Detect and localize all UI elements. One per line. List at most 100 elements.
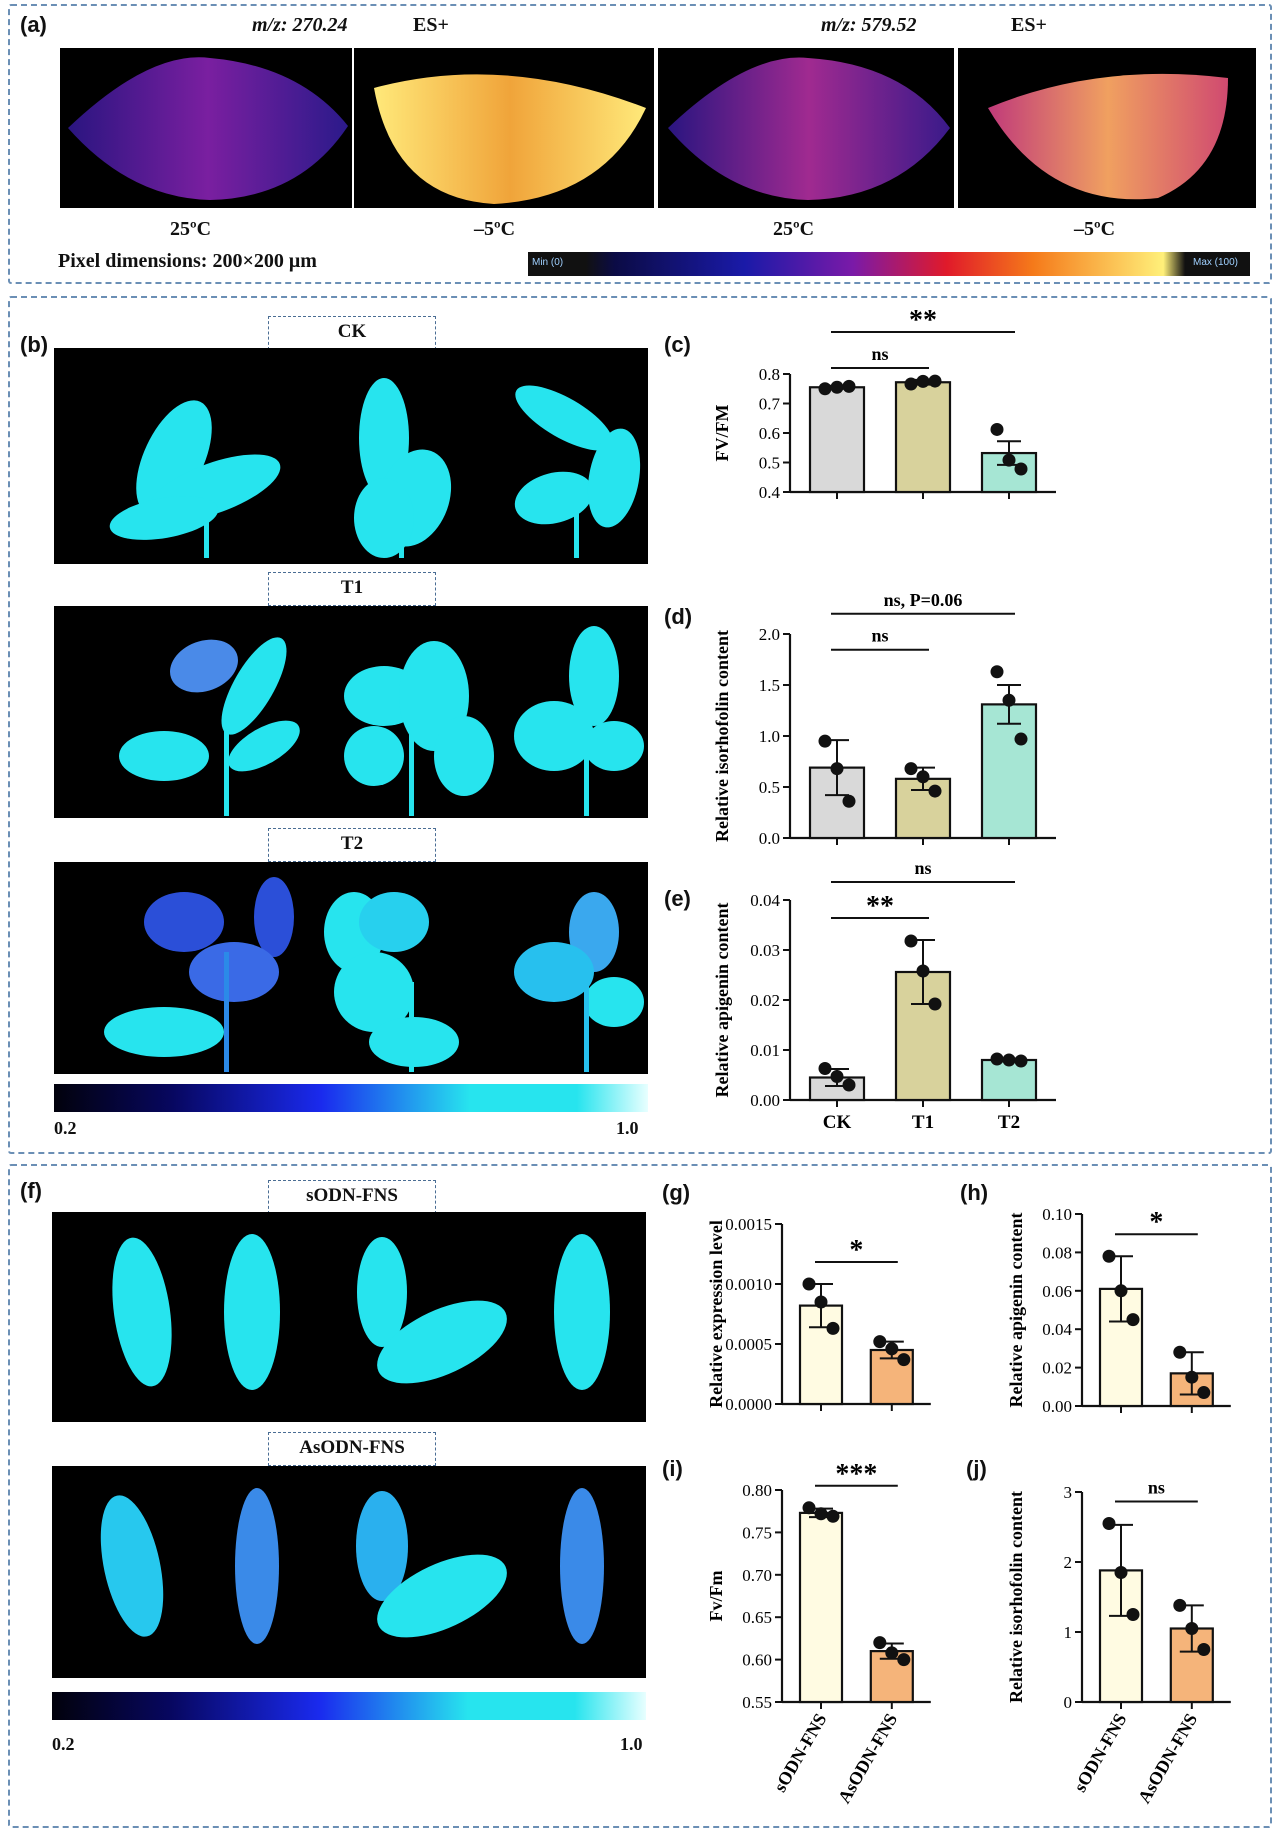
group-label-asodn: AsODN-FNS xyxy=(268,1432,436,1466)
mz-label-2: m/z: 579.52 xyxy=(821,14,917,37)
chart-g-point-0-2 xyxy=(826,1321,840,1335)
chart-i-ylabel: Fv/Fm xyxy=(706,1571,726,1622)
chart-d-point-0-0 xyxy=(818,734,832,748)
chart-d-point-1-2 xyxy=(928,784,942,798)
chart-d-point-2-0 xyxy=(990,665,1004,679)
chart-j-point-0-2 xyxy=(1126,1608,1140,1621)
chart-c-point-1-0 xyxy=(904,377,918,391)
msi-colorbar-min: Min (0) xyxy=(532,257,564,268)
chart-g-point-1-1 xyxy=(885,1342,899,1356)
chart-d-point-0-2 xyxy=(842,794,856,808)
chart-e-ytick-label-1: 0.01 xyxy=(750,1041,780,1060)
chart-j-sig-label-0: ns xyxy=(1148,1478,1165,1498)
group-label-t2: T2 xyxy=(268,828,436,862)
leaf-image-ck xyxy=(54,348,648,564)
chart-e-ytick-label-2: 0.02 xyxy=(750,991,780,1010)
chart-c-ytick-label-3: 0.7 xyxy=(759,395,781,414)
leaf-image-sodn xyxy=(52,1212,646,1422)
chart-j: 0 1 2 3 Relative isorhofolin content sODN-FNS… xyxy=(1006,1478,1231,1807)
msi-image-1 xyxy=(60,48,352,208)
msi-image-4 xyxy=(958,48,1256,208)
chart-j-point-0-0 xyxy=(1102,1517,1116,1530)
panel-a-frame xyxy=(8,4,1272,284)
chart-d-ytick-label-4: 2.0 xyxy=(759,625,780,644)
leaf-image-asodn xyxy=(52,1466,646,1678)
chart-h-ytick-label-1: 0.02 xyxy=(1042,1359,1072,1378)
chart-g-ytick-label-3: 0.0015 xyxy=(725,1215,772,1234)
chart-g-point-1-2 xyxy=(897,1353,911,1367)
chart-c-bar-0 xyxy=(808,386,866,494)
chart-d-ytick-label-0: 0.0 xyxy=(759,829,780,848)
leaf-image-t2 xyxy=(54,862,648,1074)
chart-g-point-0-1 xyxy=(814,1295,828,1309)
panel-h-label: (h) xyxy=(960,1180,989,1205)
chart-c-ytick-label-0: 0.4 xyxy=(759,483,781,502)
chart-d-bar-2 xyxy=(980,703,1038,840)
chart-j-ytick-label-0: 0 xyxy=(1064,1693,1073,1712)
chart-j-point-0-1 xyxy=(1114,1566,1128,1579)
chart-i-point-0-0 xyxy=(802,1501,816,1515)
chart-e-ylabel: Relative apigenin content xyxy=(712,903,732,1098)
panel-j-label: (j) xyxy=(966,1456,987,1481)
chart-c-sig-label-1: ** xyxy=(909,305,937,336)
chart-j-ytick-label-2: 2 xyxy=(1064,1553,1073,1572)
chart-c-ytick-label-2: 0.6 xyxy=(759,424,780,443)
chart-i-xtick-label-1: AsODN-FNS xyxy=(834,1710,901,1807)
temp-label-2: –5ºC xyxy=(474,218,516,240)
chart-h-point-0-1 xyxy=(1114,1284,1128,1298)
leaf-colorbar-b xyxy=(54,1084,648,1112)
chart-h-ytick-label-5: 0.10 xyxy=(1042,1205,1072,1224)
chart-h-point-0-2 xyxy=(1126,1313,1140,1327)
temp-label-3: 25ºC xyxy=(773,218,815,240)
chart-j-point-1-1 xyxy=(1185,1622,1199,1635)
chart-c-sig-label-0: ns xyxy=(871,344,888,364)
chart-i-point-1-0 xyxy=(873,1636,887,1650)
chart-d-point-1-1 xyxy=(916,770,930,784)
chart-c-point-0-1 xyxy=(830,380,844,394)
chart-d-sig-label-1: ns, P=0.06 xyxy=(884,590,963,610)
chart-g-sig-label-0: * xyxy=(849,1235,863,1266)
chart-e-xtick-label-0: CK xyxy=(823,1112,852,1133)
chart-i-xtick-label-0: sODN-FNS xyxy=(770,1710,831,1795)
chart-e-point-2-0 xyxy=(990,1052,1004,1066)
chart-e-point-2-1 xyxy=(1002,1053,1016,1067)
msi-colorbar xyxy=(528,252,1250,276)
leaf-image-t1 xyxy=(54,606,648,818)
chart-c-point-1-1 xyxy=(916,374,930,388)
temp-label-1: 25ºC xyxy=(170,218,212,240)
chart-g-ytick-label-0: 0.0000 xyxy=(725,1395,772,1414)
chart-g-ylabel: Relative expression level xyxy=(706,1220,726,1408)
panel-c-label: (c) xyxy=(664,332,691,357)
es-label-2: ES+ xyxy=(1011,14,1047,36)
chart-i-point-0-1 xyxy=(814,1507,828,1521)
chart-i-point-1-1 xyxy=(885,1646,899,1660)
group-label-t1: T1 xyxy=(268,572,436,606)
panel-i-label: (i) xyxy=(662,1456,683,1481)
msi-image-2 xyxy=(354,48,654,208)
chart-j-xtick-label-0: sODN-FNS xyxy=(1070,1710,1131,1795)
chart-j-point-1-0 xyxy=(1173,1598,1187,1612)
chart-e-point-0-2 xyxy=(842,1078,856,1092)
chart-d-ylabel: Relative isorhofolin content xyxy=(712,630,732,842)
chart-c-bar-1 xyxy=(894,381,952,494)
chart-h-ytick-label-0: 0.00 xyxy=(1042,1397,1072,1416)
chart-i-ytick-label-2: 0.65 xyxy=(742,1608,772,1627)
chart-h-point-0-0 xyxy=(1102,1249,1116,1263)
chart-i-ytick-label-5: 0.80 xyxy=(742,1481,772,1500)
chart-c-ytick-label-1: 0.5 xyxy=(759,454,780,473)
chart-c-point-2-0 xyxy=(990,422,1004,436)
chart-j-ytick-label-1: 1 xyxy=(1064,1623,1073,1642)
leaf-colorbar-f xyxy=(52,1692,646,1720)
chart-d-point-2-2 xyxy=(1014,732,1028,746)
group-label-asodn-text: AsODN-FNS xyxy=(299,1437,405,1458)
chart-h-ytick-label-2: 0.04 xyxy=(1042,1320,1072,1339)
chart-i-ytick-label-1: 0.60 xyxy=(742,1651,772,1670)
chart-i-ytick-label-0: 0.55 xyxy=(742,1693,772,1712)
mz-label-2-text: m/z: 579.52 xyxy=(821,14,917,36)
chart-e-point-0-1 xyxy=(830,1070,844,1083)
panel-d-label: (d) xyxy=(664,604,693,629)
chart-e-point-1-0 xyxy=(904,934,918,948)
msi-image-3 xyxy=(658,48,954,208)
chart-g-point-1-0 xyxy=(873,1335,887,1349)
chart-e-ytick-label-0: 0.00 xyxy=(750,1091,780,1110)
